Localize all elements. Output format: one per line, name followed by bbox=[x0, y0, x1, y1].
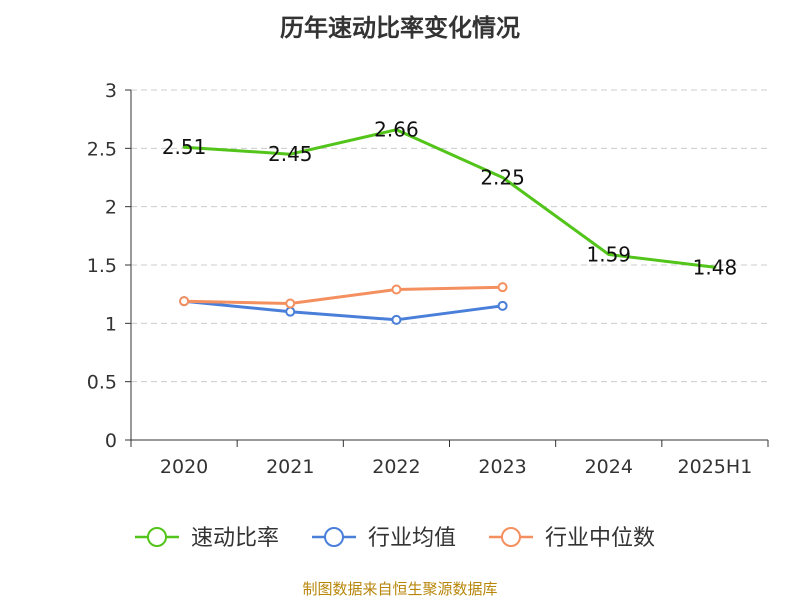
y-tick-label: 2 bbox=[105, 197, 117, 219]
legend-label: 行业中位数 bbox=[545, 526, 655, 551]
data-point[interactable] bbox=[391, 314, 402, 325]
x-tick-label: 2021 bbox=[266, 456, 314, 478]
y-tick-label: 0 bbox=[105, 430, 117, 452]
legend-item-2[interactable]: 行业中位数 bbox=[489, 526, 655, 551]
series-line-0 bbox=[182, 128, 717, 269]
legend-swatch-marker bbox=[324, 527, 344, 547]
data-label: 2.51 bbox=[162, 135, 207, 159]
series-lines bbox=[179, 128, 717, 325]
x-tick-label: 2020 bbox=[160, 456, 208, 478]
source-note: 制图数据来自恒生聚源数据库 bbox=[302, 580, 498, 598]
y-tick-label: 1 bbox=[105, 313, 117, 335]
data-point[interactable] bbox=[497, 282, 508, 293]
data-labels: 2.51 2.45 2.66 2.25 1.59 1.48 bbox=[162, 118, 737, 280]
chart-title: 历年速动比率变化情况 bbox=[280, 14, 520, 42]
y-tick-label: 0.5 bbox=[87, 372, 117, 394]
x-tick-label: 2024 bbox=[585, 456, 633, 478]
data-point[interactable] bbox=[497, 300, 508, 311]
x-tick-label: 2025H1 bbox=[678, 456, 753, 478]
grid-lines bbox=[131, 89, 768, 383]
data-label: 2.66 bbox=[374, 118, 419, 142]
legend[interactable]: 速动比率 行业均值 行业中位数 bbox=[135, 526, 655, 551]
data-point[interactable] bbox=[285, 298, 296, 309]
legend-swatch-marker bbox=[147, 527, 167, 547]
y-tick-label: 2.5 bbox=[87, 138, 117, 160]
legend-swatch-marker bbox=[501, 527, 521, 547]
series-line-2 bbox=[182, 285, 505, 305]
x-tick-label: 2022 bbox=[372, 456, 420, 478]
axes: 0 0.5 1 1.5 2 2.5 3 2020 2021 2022 2023 2024 2025H1 bbox=[87, 80, 769, 478]
data-point[interactable] bbox=[179, 296, 190, 307]
series-line-1 bbox=[182, 299, 505, 322]
data-point[interactable] bbox=[391, 284, 402, 295]
data-label: 2.45 bbox=[268, 142, 313, 166]
data-label: 2.25 bbox=[480, 166, 525, 190]
data-point[interactable] bbox=[285, 306, 296, 317]
data-label: 1.48 bbox=[693, 255, 738, 279]
y-tick-label: 3 bbox=[105, 80, 117, 102]
legend-item-1[interactable]: 行业均值 bbox=[312, 526, 456, 551]
legend-label: 速动比率 bbox=[191, 526, 279, 551]
x-tick-label: 2023 bbox=[478, 456, 526, 478]
y-tick-label: 1.5 bbox=[87, 255, 117, 277]
legend-item-0[interactable]: 速动比率 bbox=[135, 526, 279, 551]
data-label: 1.59 bbox=[586, 243, 631, 267]
legend-label: 行业均值 bbox=[368, 526, 456, 551]
